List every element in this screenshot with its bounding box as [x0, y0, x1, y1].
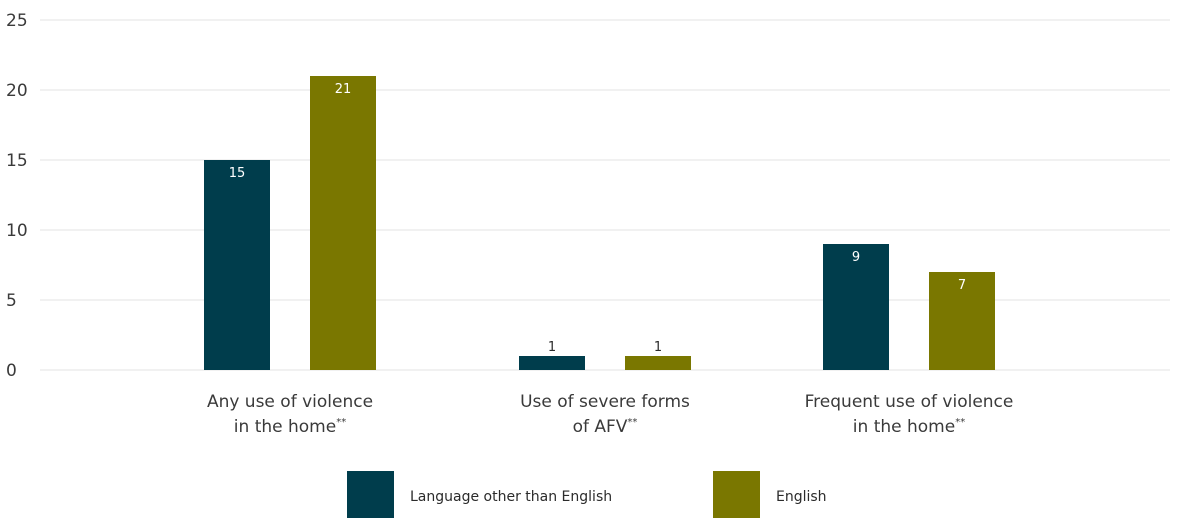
bar [519, 356, 585, 370]
bar [204, 160, 270, 370]
category-label-marker: ** [627, 417, 637, 428]
legend-swatch [347, 471, 394, 518]
y-tick-label: 15 [6, 151, 28, 171]
bar [625, 356, 691, 370]
category-label-line: in the home [234, 417, 336, 437]
category-label-line: Any use of violence [207, 392, 373, 412]
bar-value-label: 7 [958, 278, 966, 293]
bar-value-label: 1 [654, 340, 662, 355]
y-tick-label: 25 [6, 11, 28, 31]
bar-value-label: 1 [548, 340, 556, 355]
bar [929, 272, 995, 370]
y-tick-label: 20 [6, 81, 28, 101]
bar-value-label: 21 [335, 82, 352, 97]
bars [204, 76, 995, 370]
legend-item: Language other than English [347, 471, 612, 518]
bar [310, 76, 376, 370]
y-axis-ticks: 0 5 10 15 20 25 [6, 11, 28, 381]
category-label-line: Frequent use of violence [805, 392, 1014, 412]
category-label-marker: ** [336, 417, 346, 428]
category-label-line: Use of severe forms [520, 392, 690, 412]
category-label-line: of AFV [573, 417, 628, 437]
legend-swatch [713, 471, 760, 518]
category-label: Frequent use of violence in the home** [805, 392, 1014, 437]
category-label: Any use of violence in the home** [207, 392, 373, 437]
bar-value-label: 9 [852, 250, 860, 265]
y-tick-label: 5 [6, 291, 17, 311]
y-tick-label: 0 [6, 361, 17, 381]
category-label-line: in the home [853, 417, 955, 437]
legend-item: English [713, 471, 827, 518]
legend-label: English [776, 489, 827, 505]
x-axis-category-labels: Any use of violence in the home**Use of s… [207, 392, 1013, 437]
legend: Language other than English English [347, 471, 827, 518]
bar-value-label: 15 [229, 166, 246, 181]
y-tick-label: 10 [6, 221, 28, 241]
legend-label: Language other than English [410, 489, 612, 505]
category-label-marker: ** [955, 417, 965, 428]
data-labels: 15 1 9 21 1 7 [229, 82, 966, 355]
bar [823, 244, 889, 370]
category-label: Use of severe forms of AFV** [520, 392, 690, 437]
